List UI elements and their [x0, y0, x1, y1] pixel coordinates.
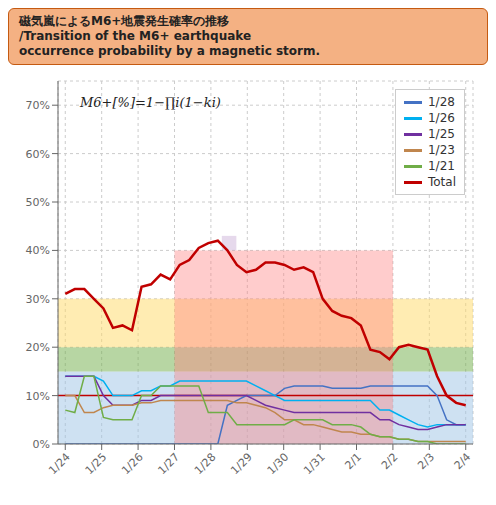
html-text:occurrence probability by a ma: occurrence probability by a magnetic sto… — [19, 44, 321, 58]
svg-text:40%: 40% — [26, 244, 50, 257]
svg-text:70%: 70% — [26, 99, 50, 112]
svg-text:2/1: 2/1 — [342, 450, 364, 472]
svg-text:10%: 10% — [26, 390, 50, 403]
svg-text:0%: 0% — [33, 438, 50, 451]
html-text:Total: Total — [428, 175, 456, 189]
svg-text:1/27: 1/27 — [155, 450, 182, 477]
svg-text:2/4: 2/4 — [452, 450, 474, 472]
html-text:M6+[%]=1−∏i(1−ki): M6+[%]=1−∏i(1−ki) — [80, 95, 221, 110]
html-text:/Transition of the M6+ earthqu: /Transition of the M6+ earthquake — [19, 29, 252, 43]
svg-text:30%: 30% — [26, 293, 50, 306]
svg-text:1/24: 1/24 — [46, 450, 73, 477]
svg-text:1/31: 1/31 — [301, 450, 328, 477]
html-text:1/26: 1/26 — [428, 111, 455, 125]
html-text:磁気嵐によるM6+地震発生確率の推移: 磁気嵐によるM6+地震発生確率の推移 — [19, 14, 230, 28]
html-text:1/21: 1/21 — [428, 159, 455, 173]
svg-text:60%: 60% — [26, 148, 50, 161]
svg-text:20%: 20% — [26, 341, 50, 354]
svg-text:2/3: 2/3 — [415, 450, 437, 472]
svg-text:1/30: 1/30 — [265, 450, 292, 477]
svg-text:2/2: 2/2 — [379, 450, 401, 472]
svg-text:1/28: 1/28 — [192, 450, 219, 477]
html-text:1/28: 1/28 — [428, 95, 455, 109]
svg-text:1/25: 1/25 — [83, 450, 110, 477]
svg-text:1/29: 1/29 — [228, 450, 255, 477]
svg-text:50%: 50% — [26, 196, 50, 209]
html-text:1/25: 1/25 — [428, 127, 455, 141]
svg-text:1/26: 1/26 — [119, 450, 146, 477]
html-text:1/23: 1/23 — [428, 143, 455, 157]
